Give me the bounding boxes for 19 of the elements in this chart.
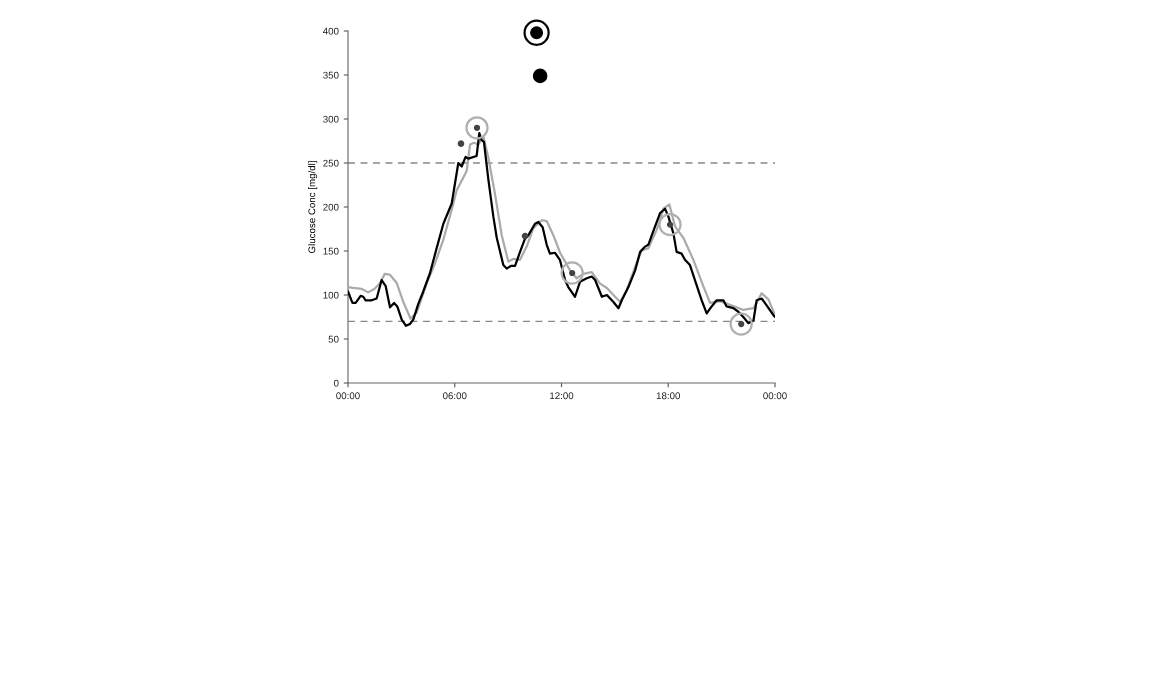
y-tick-label: 100 (323, 291, 339, 299)
x-tick-label: 18:00 (656, 392, 681, 400)
x-tick-label: 00:00 (763, 392, 787, 400)
y-tick-label: 350 (323, 71, 339, 79)
y-tick-label: 400 (322, 27, 339, 35)
y-tick-label: 50 (328, 335, 339, 343)
y-tick-label: 300 (323, 115, 339, 123)
y-axis-title: Glucose Conc [mg/dl] (308, 161, 318, 253)
point (523, 19, 550, 46)
x-tick-label: 00:00 (336, 392, 360, 400)
x-tick-label: 12:00 (550, 392, 574, 400)
x-tick-label: 06:00 (442, 392, 467, 400)
point (457, 140, 465, 147)
point (532, 68, 548, 84)
point (521, 232, 529, 240)
y-tick-label: 250 (323, 159, 339, 167)
y-tick-label: 150 (323, 247, 339, 255)
y-tick-label: 0 (333, 379, 339, 387)
y-tick-label: 200 (323, 203, 339, 211)
